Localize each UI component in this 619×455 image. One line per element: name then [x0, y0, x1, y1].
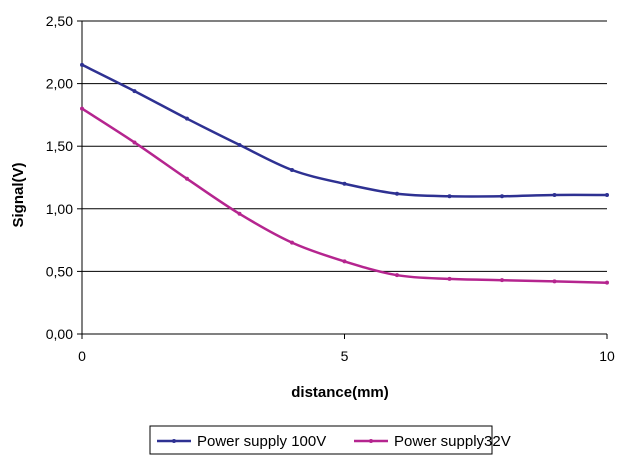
grid-lines — [82, 20, 607, 272]
x-tick-label: 0 — [78, 348, 86, 364]
y-tick-label: 2,00 — [46, 76, 73, 92]
data-point — [605, 193, 609, 198]
data-point — [185, 176, 189, 181]
y-tick-label: 2,50 — [46, 13, 73, 29]
data-point — [342, 259, 347, 264]
tick-labels: 0,00 0,50 1,00 1,50 2,00 2,50 0 5 10 — [46, 13, 615, 364]
data-point — [552, 279, 557, 284]
x-axis-title: distance(mm) — [291, 384, 389, 401]
y-tick-label: 1,00 — [46, 201, 73, 217]
data-point — [500, 194, 504, 199]
series-line-0 — [81, 63, 608, 198]
data-point — [605, 280, 609, 285]
legend: Power supply 100V Power supply32V — [149, 425, 511, 455]
x-tick-label: 10 — [599, 348, 615, 364]
data-point — [185, 116, 189, 121]
data-point — [132, 89, 137, 94]
data-point — [552, 193, 557, 198]
data-point — [80, 106, 84, 111]
series-lines — [80, 62, 609, 285]
data-point — [447, 194, 452, 199]
legend-box — [149, 425, 493, 455]
y-tick-label: 0,50 — [46, 263, 73, 279]
data-point — [395, 273, 399, 278]
data-point — [395, 191, 399, 196]
data-point — [80, 62, 84, 67]
x-tick-label: 5 — [341, 348, 349, 364]
y-tick-label: 1,50 — [46, 138, 73, 154]
data-point — [290, 167, 294, 172]
data-point — [237, 211, 242, 216]
data-point — [447, 276, 452, 281]
data-point — [237, 142, 242, 147]
axes — [77, 20, 608, 339]
y-axis-title: Signal(V) — [10, 162, 27, 227]
legend-marker-32v — [369, 439, 373, 443]
legend-label-32v: Power supply32V — [394, 433, 511, 450]
data-point — [132, 140, 137, 145]
y-tick-label: 0,00 — [46, 326, 73, 342]
data-point — [290, 240, 294, 245]
data-point — [500, 278, 504, 283]
legend-label-100v: Power supply 100V — [197, 433, 326, 450]
legend-marker-100v — [172, 439, 176, 443]
data-point — [342, 181, 347, 186]
